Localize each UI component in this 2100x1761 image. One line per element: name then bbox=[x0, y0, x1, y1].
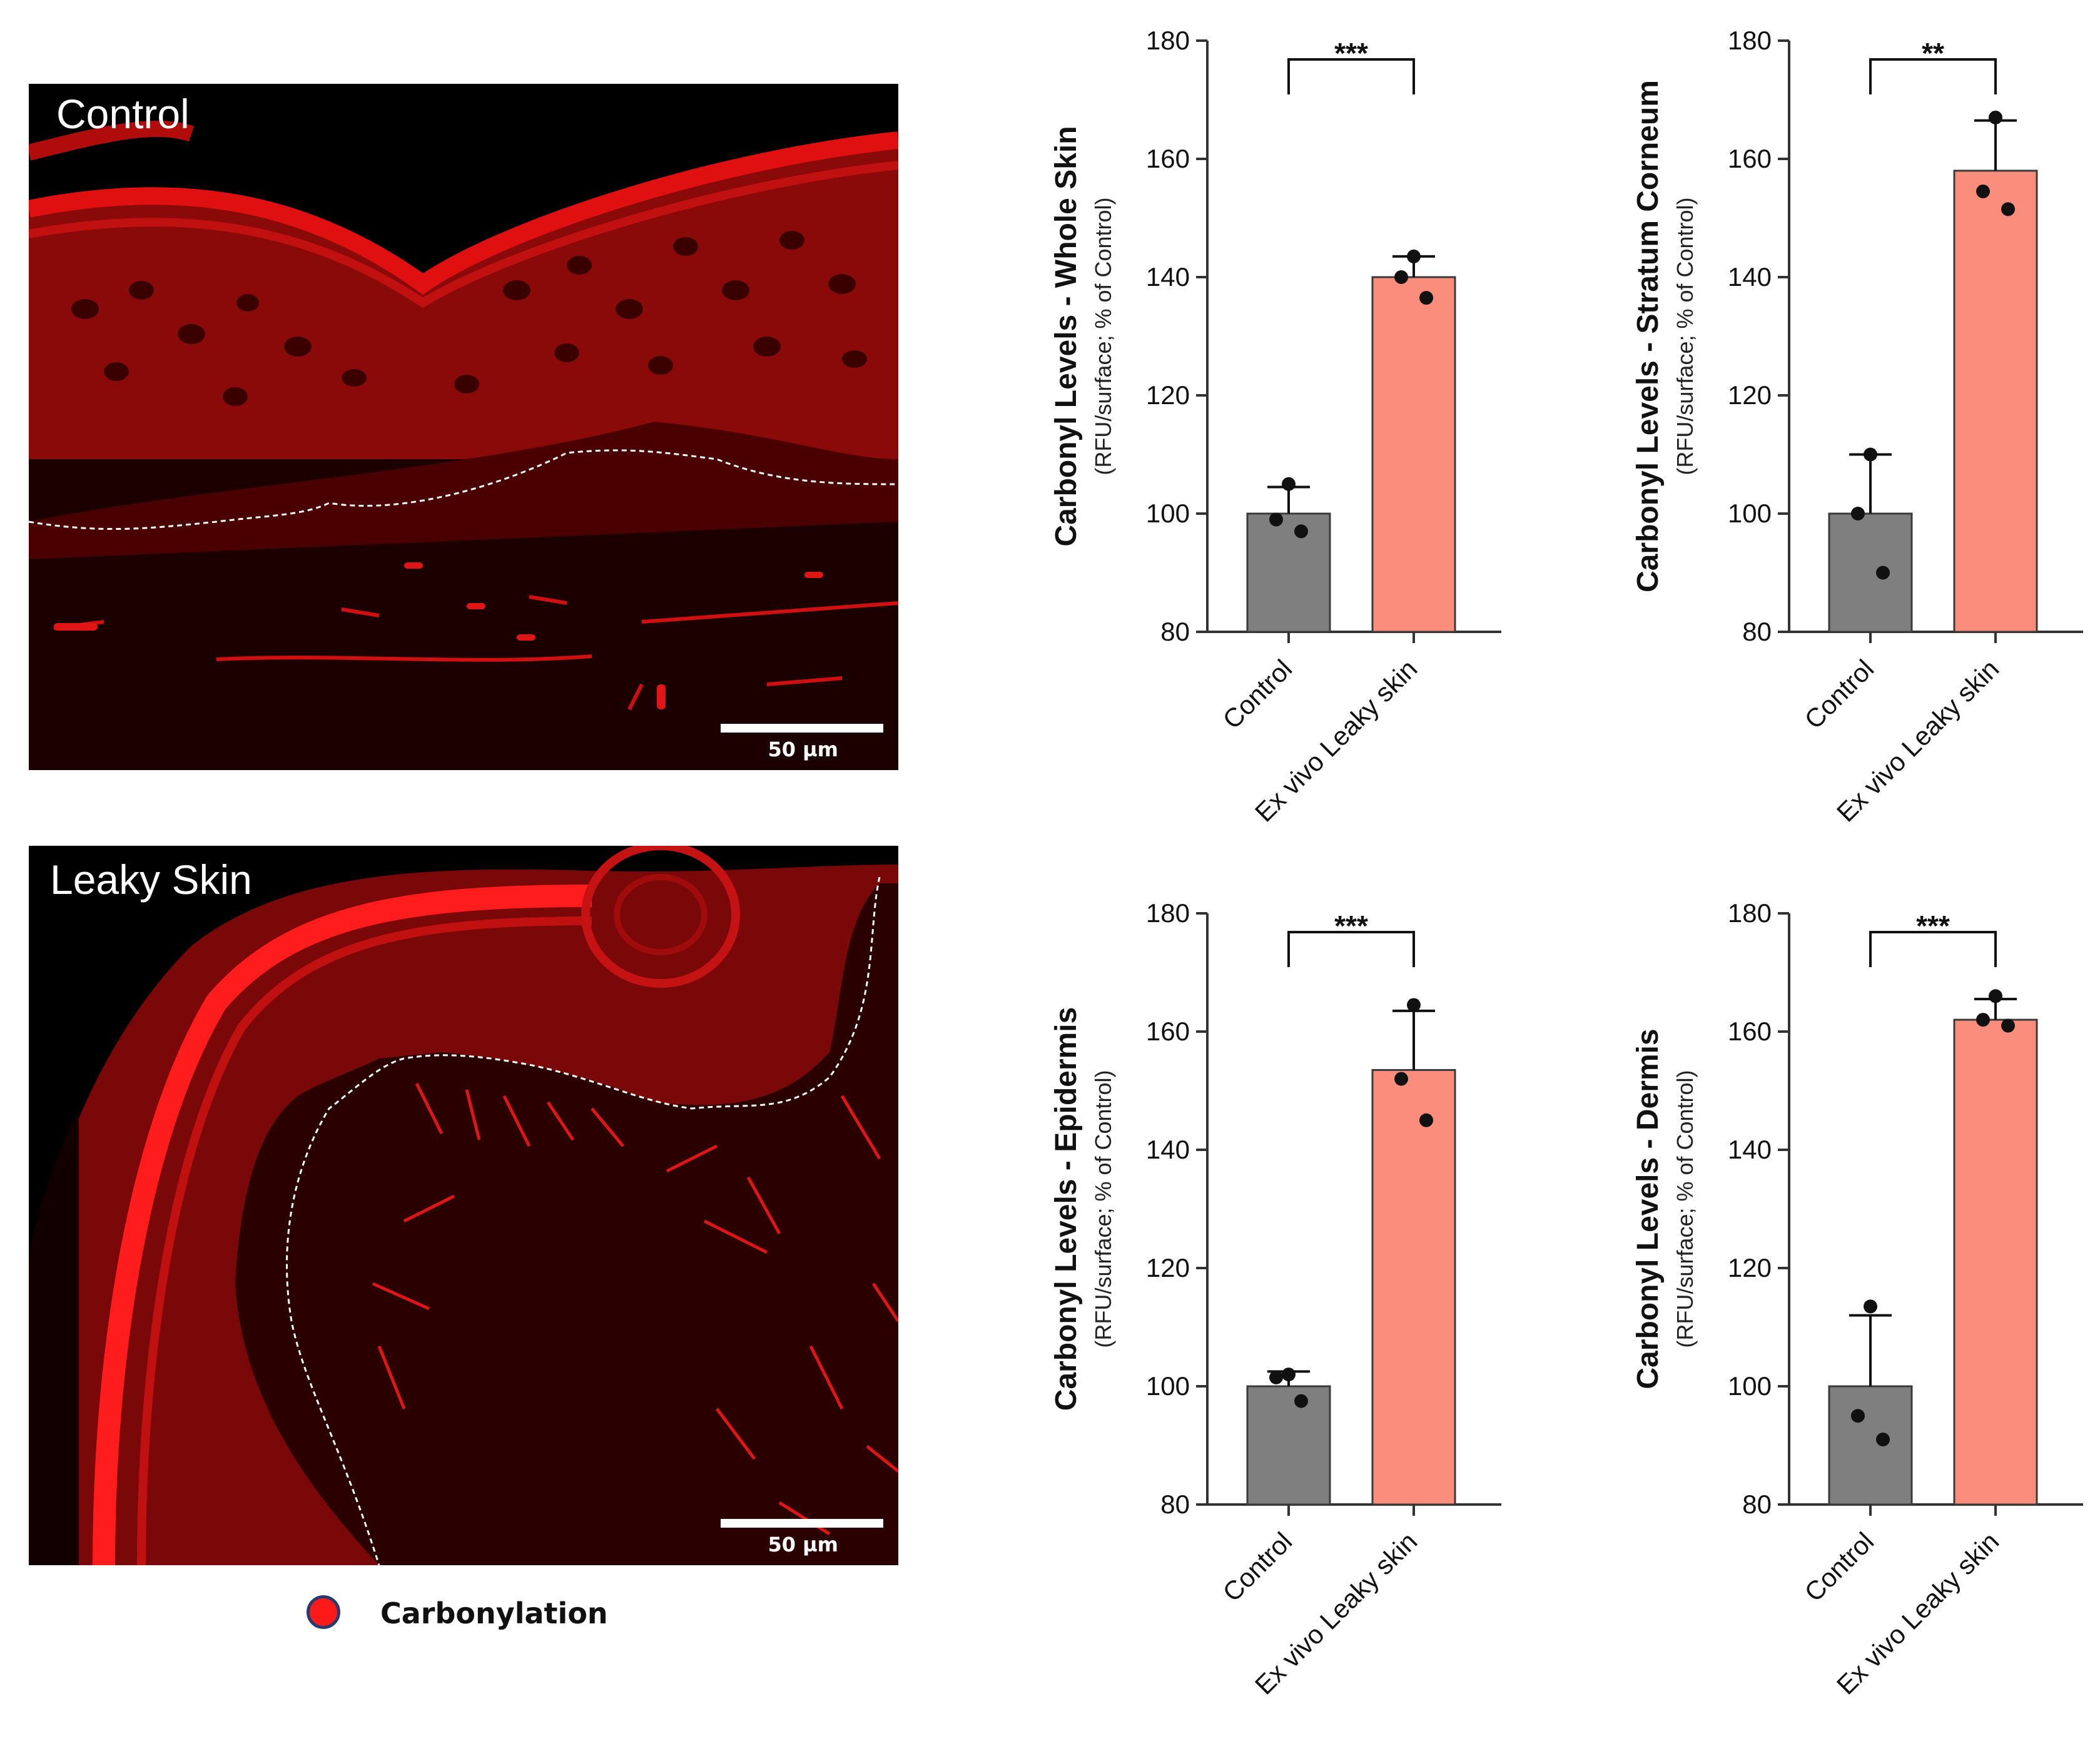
data-point bbox=[1407, 249, 1421, 263]
legend-label: Carbonylation bbox=[380, 1596, 608, 1630]
leaky-skin-scale-bar-label: 50 µm bbox=[768, 1533, 838, 1556]
control-scale-bar-label: 50 µm bbox=[768, 738, 838, 761]
data-point bbox=[1294, 1394, 1308, 1408]
y-tick-label: 160 bbox=[1728, 144, 1772, 173]
significance-label: *** bbox=[1916, 910, 1950, 942]
data-point bbox=[1419, 1113, 1433, 1127]
y-tick-label: 80 bbox=[1160, 617, 1190, 646]
data-point bbox=[1989, 989, 2002, 1003]
y-tick-label: 100 bbox=[1146, 499, 1190, 528]
significance-bracket bbox=[1869, 58, 1997, 94]
data-point bbox=[1876, 1433, 1890, 1447]
control-panel-label: Control bbox=[56, 91, 190, 137]
significance-bracket bbox=[1287, 58, 1415, 94]
data-point bbox=[1394, 270, 1408, 284]
significance-label: ** bbox=[1922, 37, 1944, 69]
carbonylation-marker bbox=[307, 1595, 340, 1629]
significance-label: *** bbox=[1334, 910, 1368, 942]
y-tick-label: 120 bbox=[1146, 380, 1190, 410]
data-point bbox=[1864, 1299, 1877, 1314]
y-tick-label: 140 bbox=[1146, 262, 1190, 292]
data-point bbox=[1976, 184, 1990, 198]
y-axis-title: Carbonyl Levels - Epidermis bbox=[1050, 1007, 1083, 1411]
data-point bbox=[2001, 1018, 2015, 1033]
y-tick-label: 120 bbox=[1146, 1253, 1190, 1282]
leaky-skin-panel-label: Leaky Skin bbox=[50, 856, 252, 903]
y-axis-title: Carbonyl Levels - Whole Skin bbox=[1050, 126, 1083, 546]
data-point bbox=[1851, 1409, 1865, 1423]
data-point bbox=[1282, 1368, 1296, 1382]
significance-bracket bbox=[1287, 931, 1415, 967]
data-point bbox=[1394, 1072, 1408, 1086]
y-tick-label: 180 bbox=[1146, 26, 1190, 55]
data-point bbox=[1282, 477, 1296, 491]
data-point bbox=[2001, 202, 2015, 216]
chart-stratum-corneum: 80 100 120 140 160 180 Control Ex vivo Leaky sk… bbox=[1608, 0, 2100, 876]
chart-dermis: 80 100 120 140 160 180 Control Ex vivo Leaky sk… bbox=[1608, 873, 2100, 1748]
y-tick-label: 80 bbox=[1742, 1489, 1772, 1519]
chart-epidermis: 80 100 120 140 160 180 Control Ex vivo Leaky sk… bbox=[1026, 873, 1589, 1748]
bar bbox=[1828, 1385, 1913, 1506]
y-axis-subtitle: (RFU/surface; % of Control) bbox=[1672, 197, 1698, 475]
significance-bracket bbox=[1869, 931, 1997, 967]
control-micrograph: Control 50 µm bbox=[29, 84, 898, 770]
leaky-skin-micrograph: Leaky Skin 50 µm bbox=[29, 846, 898, 1565]
control-tissue-image bbox=[29, 120, 898, 770]
bar bbox=[1246, 512, 1331, 633]
y-tick-label: 160 bbox=[1146, 1017, 1190, 1046]
y-tick-label: 80 bbox=[1160, 1489, 1190, 1519]
category-label: Control bbox=[1798, 654, 1879, 734]
y-axis-subtitle: (RFU/surface; % of Control) bbox=[1090, 1070, 1116, 1347]
category-label: Control bbox=[1217, 654, 1297, 734]
y-axis-subtitle: (RFU/surface; % of Control) bbox=[1090, 197, 1116, 475]
bar bbox=[1371, 276, 1456, 633]
y-axis-subtitle: (RFU/surface; % of Control) bbox=[1672, 1070, 1698, 1347]
y-tick-label: 120 bbox=[1728, 380, 1772, 410]
y-tick-label: 180 bbox=[1146, 898, 1190, 928]
category-label: Control bbox=[1217, 1526, 1297, 1607]
data-point bbox=[1294, 524, 1308, 539]
bar bbox=[1828, 512, 1913, 633]
bar bbox=[1953, 1018, 2038, 1506]
y-tick-label: 160 bbox=[1728, 1017, 1772, 1046]
bar bbox=[1953, 170, 2038, 633]
y-tick-label: 100 bbox=[1728, 1371, 1772, 1401]
y-tick-label: 140 bbox=[1146, 1135, 1190, 1164]
y-axis-title: Carbonyl Levels - Dermis bbox=[1631, 1028, 1665, 1389]
y-tick-label: 100 bbox=[1146, 1371, 1190, 1401]
y-tick-label: 180 bbox=[1728, 26, 1772, 55]
control-scale-bar bbox=[721, 724, 883, 733]
y-tick-label: 180 bbox=[1728, 898, 1772, 928]
category-label: Control bbox=[1798, 1526, 1879, 1607]
y-tick-label: 140 bbox=[1728, 262, 1772, 292]
y-axis-title: Carbonyl Levels - Stratum Corneum bbox=[1631, 80, 1665, 592]
data-point bbox=[1976, 1013, 1990, 1027]
data-point bbox=[1851, 507, 1865, 520]
data-point bbox=[1864, 447, 1877, 462]
y-tick-label: 80 bbox=[1742, 617, 1772, 646]
data-point bbox=[1419, 291, 1433, 305]
data-point bbox=[1876, 566, 1890, 580]
chart-whole-skin: 80 100 120 140 160 180 Control Ex vivo Leaky sk… bbox=[1026, 0, 1589, 876]
bar bbox=[1371, 1068, 1456, 1506]
significance-label: *** bbox=[1334, 37, 1368, 69]
y-tick-label: 160 bbox=[1146, 144, 1190, 173]
data-point bbox=[1269, 512, 1283, 527]
data-point bbox=[1989, 110, 2002, 124]
bar bbox=[1246, 1385, 1331, 1506]
leaky-skin-tissue-image bbox=[29, 846, 898, 1565]
data-point bbox=[1269, 1370, 1283, 1384]
y-tick-label: 140 bbox=[1728, 1135, 1772, 1164]
y-tick-label: 100 bbox=[1728, 499, 1772, 528]
leaky-skin-scale-bar bbox=[721, 1519, 883, 1528]
data-point bbox=[1407, 998, 1421, 1012]
y-tick-label: 120 bbox=[1728, 1253, 1772, 1282]
